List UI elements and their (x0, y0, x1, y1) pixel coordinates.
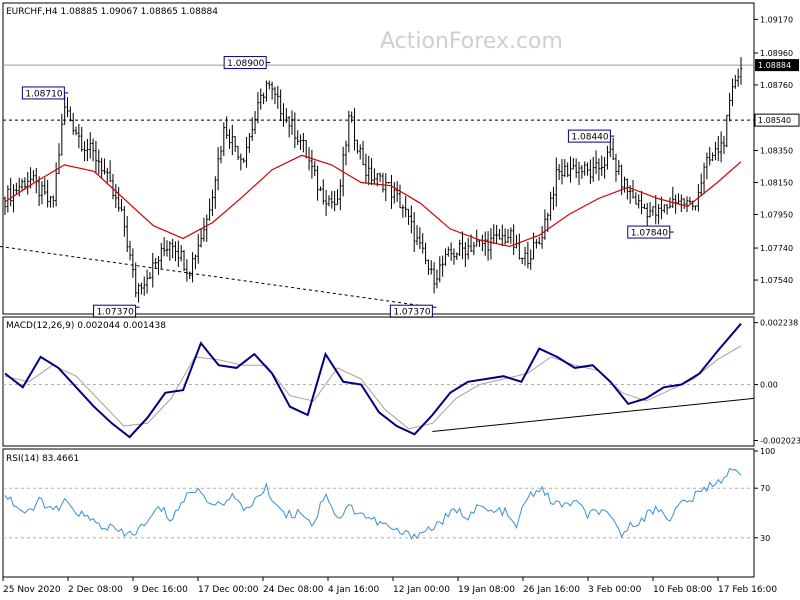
level-label: 1.08540 (758, 116, 791, 125)
annotation-box (21, 86, 65, 100)
watermark: ActionForex.com (380, 29, 563, 54)
price-y-axis: 1.091701.089601.087601.085551.083501.081… (754, 15, 793, 285)
rsi-levels (3, 487, 754, 539)
rsi-y-axis: 100 70 30 (754, 447, 775, 543)
x-tick-label: 24 Dec 08:00 (263, 585, 324, 595)
price-frame (2, 2, 755, 315)
y-tick-label: 1.07740 (760, 244, 793, 253)
x-tick-label: 9 Dec 16:00 (133, 585, 188, 595)
price-panel: ActionForex.com EURCHF,H4 1.08885 1.0906… (0, 2, 800, 318)
x-tick-label: 3 Feb 00:00 (588, 585, 642, 595)
y-tick-label: 30 (760, 534, 770, 543)
price-bars (3, 57, 743, 303)
macd-line (4, 323, 742, 439)
annotation-label: 1.07370 (393, 308, 430, 318)
level-tag (754, 113, 800, 127)
current-price-tag (755, 59, 799, 72)
y-tick-label: 1.08960 (760, 49, 793, 58)
y-tick-label: 1.08150 (760, 178, 793, 187)
annotation-label: 1.07840 (631, 229, 668, 239)
annotation-box (627, 225, 671, 239)
current-price-label: 1.08884 (758, 61, 791, 70)
annotation-box (223, 56, 267, 70)
annotation-label: 1.08710 (25, 89, 62, 99)
macd-header: MACD(12,26,9) 0.002044 0.001438 (6, 321, 166, 331)
rsi-line (4, 467, 742, 541)
sma-line (4, 154, 742, 248)
x-tick-label: 4 Jan 16:00 (328, 585, 380, 595)
price-trendline (0, 245, 433, 308)
x-tick-label: 26 Jan 16:00 (523, 585, 580, 595)
y-tick-label: 1.08350 (760, 147, 793, 156)
price-tags: 1.08884 1.08540 (754, 59, 800, 127)
x-tick-label: 17 Dec 00:00 (198, 585, 259, 595)
price-annotations: 1.08710 1.08900 1.07370 1.07370 1.08440 1.078… (21, 56, 674, 318)
y-tick-label: 1.07540 (760, 276, 793, 285)
x-tick-label: 25 Nov 2020 (3, 585, 61, 595)
rsi-panel: RSI(14) 83.4661 100 70 30 (2, 447, 775, 578)
annotation-label: 1.08900 (227, 59, 264, 69)
y-tick-label: 70 (760, 484, 770, 493)
rsi-frame (2, 448, 755, 578)
x-tick-label: 12 Jan 00:00 (393, 585, 450, 595)
y-tick-label: 100 (760, 447, 775, 456)
y-tick-label: 0.00 (760, 381, 778, 390)
macd-trendline (432, 397, 755, 433)
price-header: EURCHF,H4 1.08885 1.09067 1.08865 1.0888… (6, 7, 218, 17)
x-tick-label: 19 Jan 08:00 (458, 585, 515, 595)
macd-panel: MACD(12,26,9) 0.002044 0.001438 0.002238… (2, 316, 800, 447)
macd-frame (2, 316, 755, 447)
y-tick-label: -0.002023 (760, 436, 800, 445)
x-tick-label: 2 Dec 08:00 (68, 585, 123, 595)
x-axis: 25 Nov 2020 2 Dec 08:00 9 Dec 16:00 17 Dec … (2, 577, 777, 595)
macd-y-axis: 0.002238 0.00 -0.002023 (754, 319, 800, 445)
y-tick-label: 1.07950 (760, 210, 793, 219)
x-tick-label: 17 Feb 16:00 (718, 585, 777, 595)
macd-signal-line (4, 345, 742, 430)
y-tick-label: 1.09170 (760, 15, 793, 24)
y-tick-label: 0.002238 (760, 319, 798, 328)
rsi-header: RSI(14) 83.4661 (6, 454, 79, 464)
x-tick-label: 10 Feb 08:00 (653, 585, 712, 595)
annotation-box (567, 129, 611, 143)
annotation-label: 1.07370 (97, 308, 134, 318)
annotation-label: 1.08440 (571, 133, 608, 143)
y-tick-label: 1.08760 (760, 81, 793, 90)
